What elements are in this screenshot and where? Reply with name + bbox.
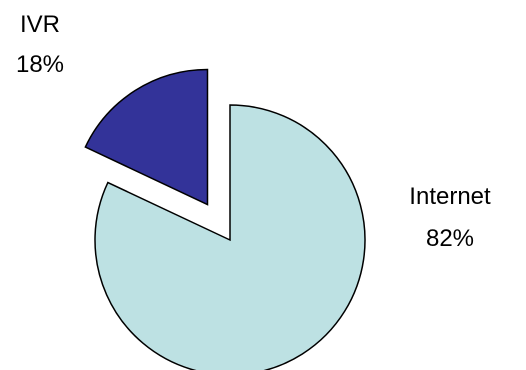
pie-slice-internet bbox=[94, 104, 366, 370]
slice-label-ivr-value: 18% bbox=[16, 51, 64, 78]
pie-slices bbox=[84, 68, 366, 370]
slice-label-internet-name: Internet bbox=[409, 183, 491, 210]
slice-label-internet-value: 82% bbox=[426, 225, 474, 252]
slice-label-ivr-name: IVR bbox=[20, 11, 60, 38]
pie-slice-ivr bbox=[84, 68, 209, 206]
